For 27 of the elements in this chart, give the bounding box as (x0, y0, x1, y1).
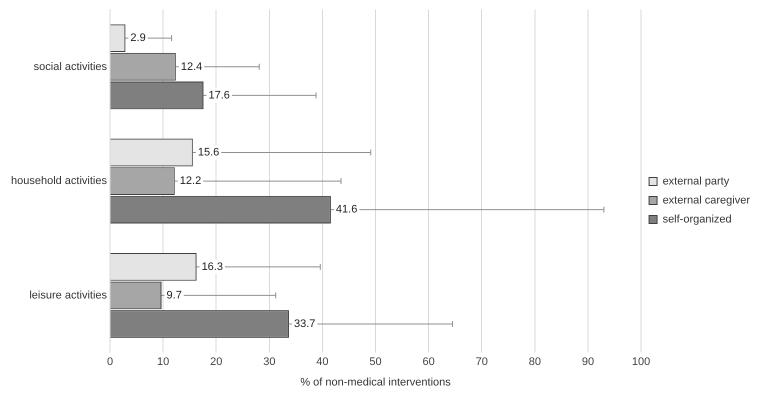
y-tick-label: household activities (10, 175, 108, 188)
data-label: 41.6 (336, 204, 358, 216)
x-tick-label: 50 (369, 356, 382, 368)
data-label: 2.9 (130, 32, 146, 44)
x-tick-label: 20 (210, 356, 222, 368)
data-label: 15.6 (198, 146, 220, 159)
data-label: 9.7 (166, 289, 182, 302)
data-label: 16.3 (202, 260, 223, 273)
x-tick-label: 60 (422, 356, 435, 368)
legend-label: self-organized (662, 214, 732, 226)
data-label: 33.7 (294, 318, 316, 330)
x-tick-label: 0 (106, 356, 114, 368)
x-axis-title: % of non-medical interventions (300, 376, 452, 388)
y-tick-label: social activities (34, 60, 108, 73)
data-label: 17.6 (208, 89, 230, 102)
y-tick-label: leisure activities (29, 289, 108, 302)
legend-label: external party (662, 176, 730, 188)
x-tick-label: 100 (632, 356, 650, 368)
x-tick-label: 90 (582, 356, 594, 368)
x-tick-label: 40 (316, 356, 329, 368)
x-tick-label: 10 (156, 356, 170, 368)
x-tick-label: 80 (528, 356, 541, 368)
x-tick-label: 70 (476, 356, 488, 368)
data-label: 12.2 (180, 175, 202, 188)
x-tick-label: 30 (263, 356, 276, 368)
legend-label: external caregiver (662, 194, 750, 207)
data-label: 12.4 (180, 60, 202, 73)
